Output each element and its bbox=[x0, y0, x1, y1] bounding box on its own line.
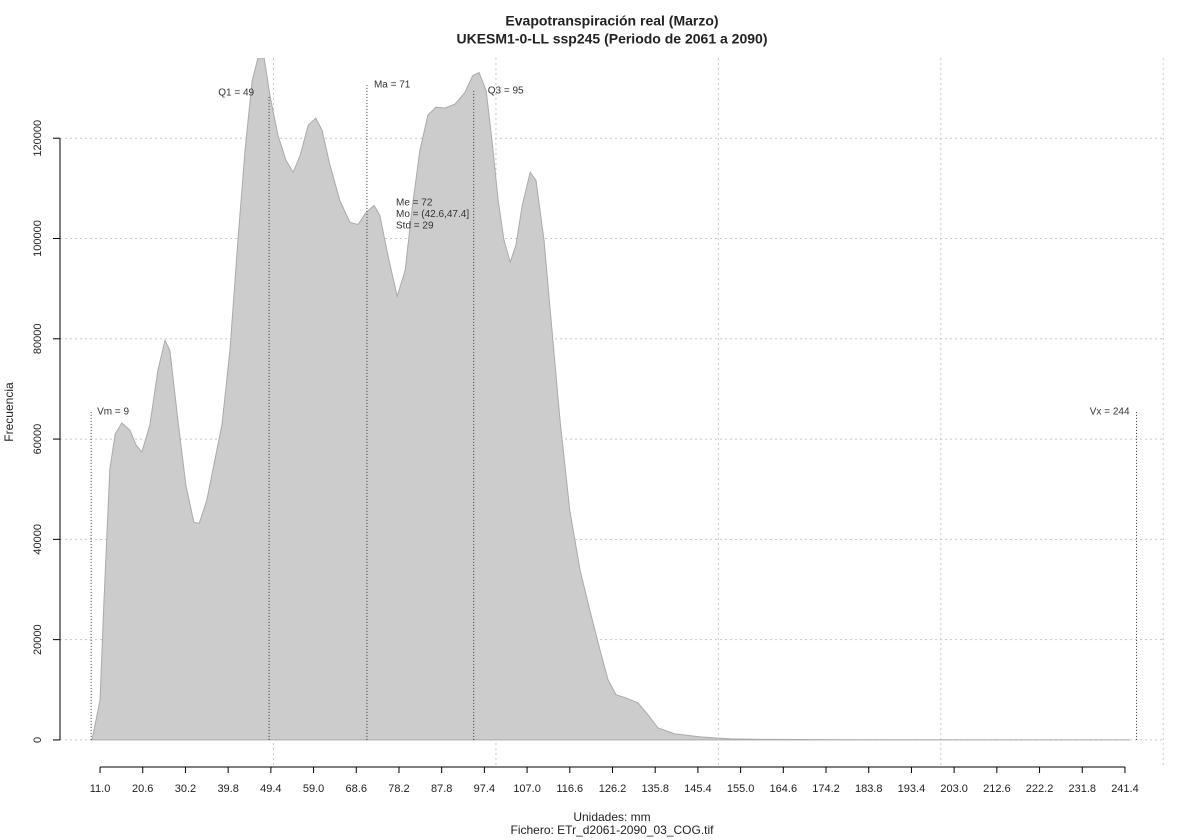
y-tick-label: 100000 bbox=[32, 220, 44, 257]
density-area bbox=[91, 58, 1130, 741]
x-tick-label: 164.6 bbox=[770, 783, 798, 795]
x-tick-label: 107.0 bbox=[513, 783, 541, 795]
annotation-label: Q1 = 49 bbox=[218, 88, 254, 99]
x-tick-label: 203.0 bbox=[940, 783, 968, 795]
y-tick-label: 0 bbox=[32, 737, 44, 743]
x-tick-label: 126.2 bbox=[599, 783, 627, 795]
annotation-label: Q3 = 95 bbox=[488, 86, 524, 97]
caption: Fichero: ETr_d2061-2090_03_COG.tif bbox=[511, 823, 715, 837]
x-tick-label: 49.4 bbox=[260, 783, 281, 795]
x-tick-label: 241.4 bbox=[1111, 783, 1139, 795]
x-tick-label: 135.8 bbox=[641, 783, 669, 795]
annotation-label: Ma = 71 bbox=[374, 80, 411, 91]
y-tick-label: 60000 bbox=[32, 424, 44, 455]
x-tick-label: 116.6 bbox=[556, 783, 583, 795]
y-tick-label: 120000 bbox=[32, 120, 44, 157]
x-tick-label: 11.0 bbox=[90, 783, 111, 795]
annotation-label: Vx = 244 bbox=[1090, 407, 1130, 418]
x-tick-label: 78.2 bbox=[388, 783, 409, 795]
y-axis-label: Frecuencia bbox=[2, 382, 16, 442]
stat-label: Std = 29 bbox=[396, 221, 434, 232]
x-tick-label: 30.2 bbox=[175, 783, 196, 795]
x-tick-label: 174.2 bbox=[812, 783, 840, 795]
chart-title: Evapotranspiración real (Marzo) bbox=[505, 13, 718, 29]
y-tick-label: 40000 bbox=[32, 524, 44, 555]
x-tick-label: 20.6 bbox=[132, 783, 153, 795]
x-tick-label: 59.0 bbox=[303, 783, 324, 795]
x-tick-label: 212.6 bbox=[983, 783, 1011, 795]
x-tick-label: 155.0 bbox=[727, 783, 755, 795]
x-axis-label: Unidades: mm bbox=[573, 810, 650, 824]
x-tick-label: 145.4 bbox=[684, 783, 712, 795]
x-tick-label: 97.4 bbox=[474, 783, 495, 795]
annotation-label: Vm = 9 bbox=[97, 407, 129, 418]
x-tick-label: 87.8 bbox=[431, 783, 452, 795]
y-tick-label: 20000 bbox=[32, 624, 44, 655]
x-tick-label: 68.6 bbox=[346, 783, 367, 795]
x-tick-label: 39.8 bbox=[217, 783, 238, 795]
x-tick-label: 193.4 bbox=[898, 783, 926, 795]
x-tick-label: 222.2 bbox=[1026, 783, 1054, 795]
stat-label: Me = 72 bbox=[396, 198, 433, 209]
stat-label: Mo = (42.6,47.4] bbox=[396, 209, 469, 220]
chart-subtitle: UKESM1-0-LL ssp245 (Periodo de 2061 a 20… bbox=[457, 31, 768, 47]
y-tick-label: 80000 bbox=[32, 323, 44, 354]
x-tick-label: 183.8 bbox=[855, 783, 883, 795]
x-tick-label: 231.8 bbox=[1068, 783, 1096, 795]
